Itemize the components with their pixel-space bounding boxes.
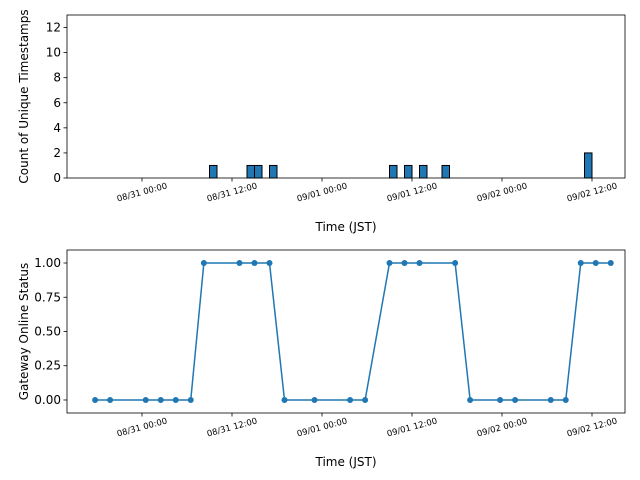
marker xyxy=(200,260,207,267)
y-tick-label: 1.00 xyxy=(34,256,61,270)
x-tick-label: 08/31 12:00 xyxy=(206,416,259,439)
x-tick-label: 08/31 00:00 xyxy=(116,416,169,439)
marker xyxy=(362,396,369,403)
x-tick-label: 09/02 12:00 xyxy=(566,416,619,439)
marker xyxy=(266,260,273,267)
marker xyxy=(142,396,149,403)
x-tick-label: 09/01 12:00 xyxy=(386,181,439,204)
marker xyxy=(386,260,393,267)
marker xyxy=(512,396,519,403)
x-tick-label: 09/02 00:00 xyxy=(476,416,529,439)
marker xyxy=(607,260,614,267)
marker xyxy=(547,396,554,403)
y-tick-label: 0.50 xyxy=(34,325,61,339)
x-tick-label: 08/31 12:00 xyxy=(206,181,259,204)
bar xyxy=(246,164,255,179)
x-tick-label: 09/01 00:00 xyxy=(296,181,349,204)
y-tick-label: 12 xyxy=(46,21,61,35)
bar xyxy=(389,164,398,179)
marker xyxy=(347,396,354,403)
marker xyxy=(187,396,194,403)
marker xyxy=(416,260,423,267)
marker xyxy=(251,260,258,267)
marker xyxy=(236,260,243,267)
y-tick-label: 0.25 xyxy=(34,359,61,373)
bar xyxy=(404,164,413,179)
axes-frame xyxy=(66,14,626,179)
y-tick-label: 2 xyxy=(53,146,61,160)
marker xyxy=(92,396,99,403)
x-tick-label: 09/02 12:00 xyxy=(566,181,619,204)
x-tick-label: 09/01 00:00 xyxy=(296,416,349,439)
x-tick-label: 08/31 00:00 xyxy=(116,181,169,204)
marker xyxy=(562,396,569,403)
bar xyxy=(441,164,450,179)
marker xyxy=(452,260,459,267)
marker xyxy=(467,396,474,403)
x-axis-label: Time (JST) xyxy=(314,220,376,234)
x-tick-label: 09/02 00:00 xyxy=(476,181,529,204)
marker xyxy=(401,260,408,267)
bar xyxy=(269,164,278,179)
marker xyxy=(172,396,179,403)
marker xyxy=(497,396,504,403)
x-axis-label: Time (JST) xyxy=(314,455,376,469)
axes-frame xyxy=(66,249,626,414)
y-tick-label: 8 xyxy=(53,71,61,85)
y-tick-label: 10 xyxy=(46,46,61,60)
marker xyxy=(592,260,599,267)
y-tick-label: 0.00 xyxy=(34,393,61,407)
y-tick-label: 6 xyxy=(53,96,61,110)
bar xyxy=(209,164,218,179)
y-tick-label: 4 xyxy=(53,121,61,135)
y-tick-label: 0.75 xyxy=(34,290,61,304)
marker xyxy=(311,396,318,403)
bar xyxy=(254,164,263,179)
line xyxy=(95,262,611,401)
marker xyxy=(107,396,114,403)
x-tick-label: 09/01 12:00 xyxy=(386,416,439,439)
marker xyxy=(157,396,164,403)
bar xyxy=(584,152,593,179)
marker xyxy=(281,396,288,403)
bar xyxy=(419,164,428,179)
y-tick-label: 0 xyxy=(53,171,61,185)
y-axis-label: Gateway Online Status xyxy=(17,263,31,401)
marker xyxy=(577,260,584,267)
y-axis-label: Count of Unique Timestamps xyxy=(17,9,31,183)
